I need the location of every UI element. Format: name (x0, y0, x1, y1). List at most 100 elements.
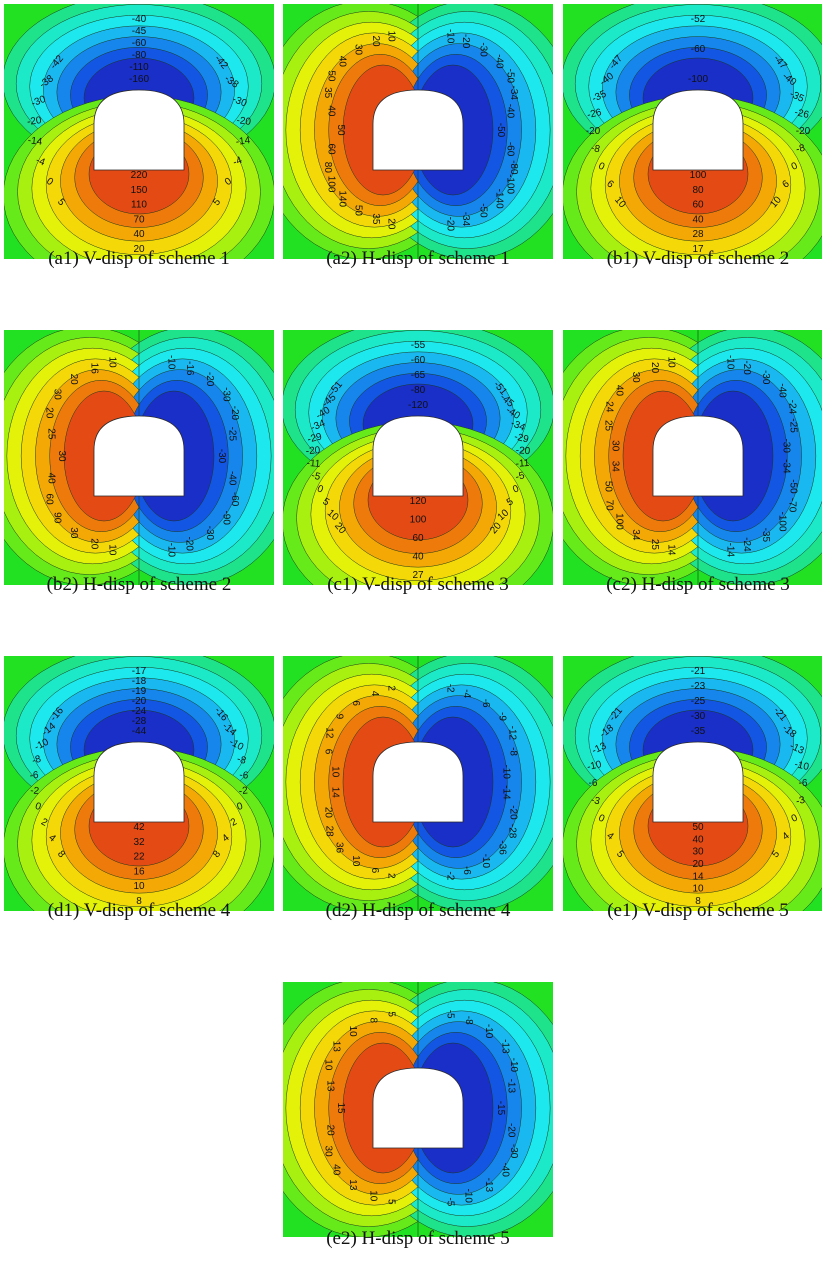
contour-label: -10 (480, 854, 491, 869)
contour-label: 10 (666, 357, 677, 369)
contour-label: -40 (500, 1162, 511, 1177)
contour-label: 30 (609, 440, 620, 452)
contour-label: 120 (410, 496, 427, 507)
contour-label: -20 (132, 696, 147, 707)
contour-label: 40 (133, 229, 145, 240)
contour-label: 20 (649, 362, 660, 374)
contour-label: 50 (692, 822, 704, 833)
contour-label: 13 (330, 1041, 341, 1053)
contour-label: -34 (509, 418, 527, 434)
contour-label: 16 (133, 866, 145, 877)
contour-label: -6 (239, 770, 249, 782)
contour-label: -52 (691, 14, 706, 25)
contour-label: -140 (493, 189, 504, 209)
tunnel-opening (652, 741, 744, 823)
contour-label: -50 (504, 69, 515, 84)
contour-label: 110 (131, 200, 147, 211)
contour-label: -29 (513, 431, 530, 445)
contour-panel-a2: 10 20 30 40 50 35 40 50 60 80 100 140 50 35 20 -10 -20 -3… (283, 4, 553, 259)
contour-label: -8 (590, 143, 601, 156)
contour-label: -24 (132, 706, 147, 717)
contour-label: -2 (238, 785, 248, 797)
contour-label: 27 (412, 570, 424, 581)
contour-label: 8 (367, 1017, 378, 1023)
contour-label: -18 (132, 676, 147, 687)
tunnel-opening (93, 89, 185, 171)
contour-label: 30 (630, 372, 641, 384)
contour-label: 80 (322, 162, 333, 174)
contour-label: 40 (614, 385, 625, 397)
contour-label: -20 (505, 1123, 516, 1138)
contour-label: -14 (27, 135, 43, 148)
contour-label: 14 (666, 544, 677, 556)
contour-label: -34 (508, 85, 519, 100)
contour-label: 60 (43, 494, 54, 506)
contour-label: 16 (88, 363, 99, 375)
contour-label: -60 (691, 44, 706, 55)
contour-label: 0 (236, 801, 245, 813)
contour-label: 8 (55, 849, 67, 861)
contour-label: -8 (795, 143, 806, 156)
contour-label: 32 (133, 837, 145, 848)
contour-label: -20 (460, 34, 471, 49)
contour-label: -19 (132, 686, 147, 697)
contour-label: 0 (511, 483, 521, 495)
contour-label: -3 (795, 795, 806, 808)
contour-label: 0 (223, 176, 234, 188)
contour-label: 10 (692, 884, 704, 895)
contour-label: -26 (586, 107, 603, 121)
contour-label: -29 (306, 431, 323, 445)
contour-label: -10 (444, 29, 455, 44)
tunnel-opening (652, 89, 744, 171)
contour-label: -60 (504, 142, 515, 157)
contour-label: -40 (776, 383, 787, 398)
contour-label: -20 (586, 126, 601, 137)
contour-label: 14 (329, 787, 340, 799)
contour-label: -20 (229, 406, 240, 421)
panel-caption-a2: (a2) H-disp of scheme 1 (326, 248, 510, 269)
contour-label: 5 (386, 1199, 397, 1205)
contour-label: -17 (132, 666, 147, 677)
contour-label: -40 (493, 54, 504, 69)
panel-caption-b1: (b1) V-disp of scheme 2 (606, 248, 790, 269)
contour-label: -2 (444, 871, 455, 880)
contour-label: 10 (367, 1190, 378, 1202)
contour-label: 4 (604, 830, 615, 842)
contour-label: 6 (350, 700, 361, 706)
contour-label: -80 (132, 50, 147, 61)
contour-label: 14 (692, 871, 704, 882)
contour-label: -6 (799, 778, 808, 789)
contour-label: 4 (220, 832, 232, 844)
contour-label: -34 (309, 418, 327, 434)
contour-label: 0 (790, 812, 800, 825)
contour-label: 2 (229, 816, 239, 829)
contour-panel-c1: -55 -60 -65 -80 -120 120 100 60 40 27 -51 -45 -40 -34… (283, 330, 553, 585)
contour-label: -13 (505, 1079, 516, 1094)
contour-label: -25 (691, 696, 706, 707)
contour-label: 40 (326, 105, 337, 117)
tunnel-opening (372, 89, 464, 171)
contour-label: 50 (602, 481, 613, 493)
contour-label: -50 (788, 479, 799, 494)
contour-label: 9 (334, 714, 345, 720)
contour-label: -10 (586, 759, 603, 773)
contour-label: 30 (56, 450, 67, 462)
contour-label: -100 (776, 512, 787, 532)
contour-label: -5 (444, 1197, 455, 1206)
contour-label: 30 (51, 389, 62, 401)
tunnel-opening (372, 741, 464, 823)
contour-label: 60 (692, 200, 704, 211)
contour-label: 25 (649, 539, 660, 551)
contour-label: -12 (506, 726, 517, 741)
contour-label: -14 (501, 785, 512, 800)
contour-label: 6 (369, 868, 380, 874)
tunnel-opening (652, 415, 744, 497)
contour-label: 100 (326, 176, 337, 193)
contour-label: 50 (335, 124, 346, 136)
contour-label: -11 (306, 458, 321, 470)
contour-label: 0 (34, 801, 43, 813)
contour-label: 40 (412, 552, 424, 563)
contour-label: 6 (604, 178, 615, 190)
contour-label: -28 (506, 824, 517, 839)
contour-label: -60 (411, 355, 426, 366)
